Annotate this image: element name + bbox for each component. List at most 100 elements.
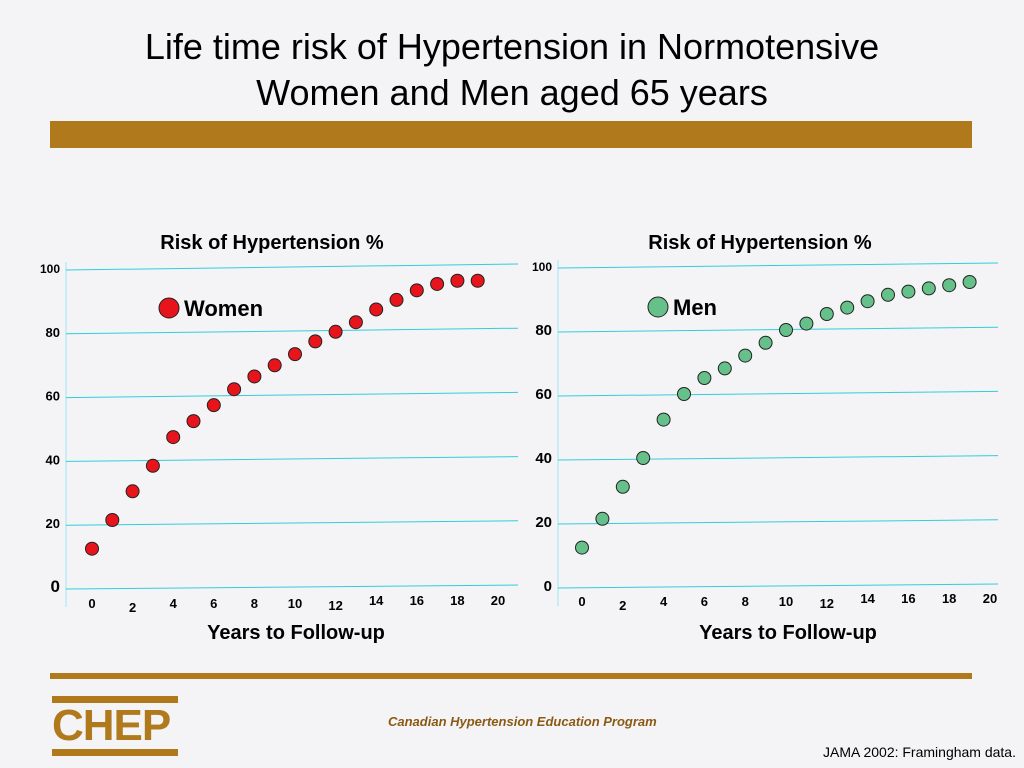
women-data-point [389, 292, 404, 307]
men-data-point [697, 371, 712, 385]
men-data-point [799, 316, 814, 331]
men-chart-title: Risk of Hypertension % [648, 232, 872, 254]
women-x-axis-title: Years to Follow-up [207, 622, 385, 644]
women-y-tick-label: 20 [46, 516, 60, 531]
women-chart-title: Risk of Hypertension % [160, 232, 384, 254]
men-data-point [840, 300, 855, 315]
men-gridline [557, 390, 999, 397]
men-x-axis-title: Years to Follow-up [699, 622, 877, 644]
women-data-point [348, 315, 363, 330]
men-data-point [758, 335, 773, 350]
women-data-point [369, 302, 384, 317]
footer-accent-bar [50, 673, 972, 679]
men-x-tick-label: 2 [619, 598, 626, 613]
men-x-tick-label: 4 [660, 594, 668, 609]
men-x-tick-label: 0 [578, 594, 585, 609]
men-data-point [636, 451, 651, 465]
slide-title-line-1: Life time risk of Hypertension in Normot… [144, 26, 880, 67]
men-data-point [656, 412, 671, 427]
women-data-point [166, 430, 181, 445]
men-data-point [942, 278, 957, 293]
women-gridline [65, 456, 519, 462]
chep-logo: CHEP [52, 696, 178, 758]
women-data-point [288, 347, 302, 362]
men-x-tick-label: 12 [820, 596, 834, 611]
women-data-point [227, 382, 242, 397]
men-x-tick-label: 6 [701, 594, 708, 609]
women-y-tick-label: 0 [51, 577, 60, 596]
men-x-tick-label: 10 [779, 594, 793, 609]
men-data-point [779, 323, 793, 337]
women-data-point [85, 541, 99, 556]
women-data-point [328, 324, 343, 339]
women-x-tick-label: 10 [288, 596, 302, 611]
men-y-tick-label: 80 [535, 322, 552, 339]
slide-title-line-2: Women and Men aged 65 years [256, 72, 768, 113]
men-gridline [557, 519, 999, 525]
men-data-point [819, 307, 834, 321]
men-data-point [575, 540, 589, 555]
men-x-tick-label: 8 [742, 594, 749, 609]
men-data-point [615, 479, 630, 494]
women-data-point [125, 484, 140, 499]
women-y-tick-label: 100 [40, 262, 60, 276]
women-data-point [206, 398, 221, 413]
women-x-tick-label: 8 [251, 596, 258, 611]
women-x-tick-label: 6 [210, 596, 217, 611]
men-legend-label: Men [673, 295, 717, 320]
women-gridline [65, 520, 519, 526]
men-data-point [962, 275, 977, 289]
men-data-point [860, 294, 875, 309]
men-data-point [677, 387, 691, 401]
women-gridline [65, 263, 519, 271]
women-x-tick-label: 18 [450, 593, 464, 608]
women-x-tick-label: 4 [170, 596, 178, 611]
men-y-tick-label: 0 [544, 578, 552, 595]
men-gridline [557, 262, 999, 269]
women-x-tick-label: 0 [88, 596, 95, 611]
logo-text: CHEP [52, 701, 171, 750]
men-x-tick-label: 14 [860, 591, 875, 606]
men-x-tick-label: 18 [942, 591, 956, 606]
slide-title: Life time risk of Hypertension in Normot… [0, 24, 1024, 116]
women-x-tick-label: 2 [129, 600, 136, 615]
women-data-point [247, 369, 262, 384]
men-gridline [557, 326, 999, 333]
women-data-point [105, 513, 120, 528]
women-y-tick-label: 40 [46, 452, 60, 467]
women-data-point [145, 458, 160, 473]
men-y-tick-label: 100 [532, 260, 552, 274]
men-x-tick-label: 20 [983, 591, 997, 606]
men-gridline [557, 583, 999, 589]
men-y-tick-label: 60 [535, 386, 552, 403]
men-legend-marker [647, 296, 669, 318]
men-y-tick-label: 20 [535, 514, 552, 531]
men-data-point [881, 287, 895, 302]
women-data-point [267, 358, 282, 373]
men-data-point [717, 361, 732, 376]
men-y-tick-label: 40 [535, 450, 552, 467]
men-data-point [738, 348, 753, 363]
women-x-tick-label: 14 [369, 593, 384, 608]
women-gridline [65, 584, 519, 590]
women-gridline [65, 391, 519, 399]
title-accent-bar [50, 121, 972, 148]
women-gridline [65, 327, 519, 335]
men-data-point [595, 511, 610, 526]
women-data-point [450, 273, 465, 288]
men-data-point [901, 284, 916, 299]
women-data-point [186, 414, 201, 429]
women-x-tick-label: 12 [328, 598, 342, 613]
women-legend-label: Women [184, 296, 263, 321]
source-citation: JAMA 2002: Framingham data. [823, 744, 1016, 760]
women-data-point [470, 273, 485, 288]
men-gridline [557, 455, 999, 461]
women-data-point [430, 276, 445, 291]
women-data-point [308, 334, 323, 349]
women-y-tick-label: 60 [46, 389, 60, 404]
logo-bottom-bar [52, 749, 178, 756]
men-x-tick-label: 16 [901, 591, 915, 606]
women-y-tick-label: 80 [46, 325, 60, 340]
men-data-point [921, 281, 936, 296]
